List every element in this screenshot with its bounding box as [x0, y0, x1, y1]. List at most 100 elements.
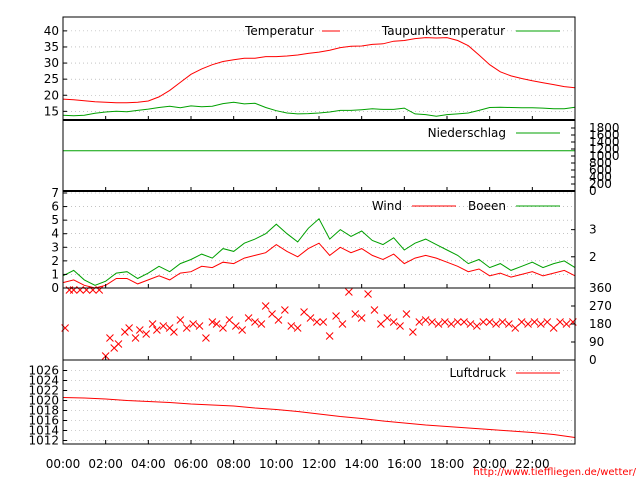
xtick-label-11: 22:00 — [515, 457, 550, 471]
wind-direction-marker — [306, 314, 315, 322]
wind-direction-marker — [396, 322, 404, 330]
legend-pressure: Luftdruck — [449, 366, 560, 380]
series-wind-wind — [62, 242, 576, 289]
wind-direction-marker — [441, 318, 449, 326]
wind-direction-marker — [479, 318, 488, 326]
wind-direction-marker — [131, 334, 140, 342]
wind-direction-marker — [114, 340, 123, 348]
wind-direction-marker — [251, 318, 259, 326]
wind-direction-marker — [225, 316, 234, 324]
ytick-right-label-wind-0: 2 — [589, 250, 597, 264]
ytick-label-pressure-0: 1012 — [28, 434, 59, 448]
series-temperature-temperatur — [62, 37, 576, 104]
ytick-right-label-precipitation-3: 600 — [589, 163, 612, 177]
wind-direction-marker — [485, 318, 494, 326]
ytick-right-label-precipitation-7: 1400 — [589, 135, 620, 149]
wind-direction-marker — [287, 322, 296, 330]
wind-direction-marker — [556, 318, 564, 326]
ytick-right-label-precipitation-9: 1800 — [589, 121, 620, 135]
wind-direction-marker — [511, 324, 520, 332]
wind-direction-marker — [505, 320, 513, 328]
legend-label-niederschlag: Niederschlag — [428, 126, 506, 140]
wind-direction-marker — [428, 318, 436, 326]
ytick-label-pressure-1: 1014 — [28, 424, 59, 438]
xtick-label-1: 02:00 — [88, 457, 123, 471]
series-wind-boeen — [62, 218, 576, 286]
wind-direction-marker — [364, 290, 372, 298]
xtick-label-9: 18:00 — [430, 457, 465, 471]
wind-direction-marker — [202, 334, 210, 342]
xtick-label-8: 16:00 — [387, 457, 422, 471]
ytick-right-label-precipitation-0: 0 — [589, 184, 597, 198]
series-pressure-luftdruck — [62, 397, 576, 438]
wind-direction-marker — [492, 320, 500, 328]
wind-direction-marker — [447, 320, 456, 328]
wind-direction-marker — [473, 322, 481, 330]
wind-direction-marker — [148, 320, 157, 328]
ytick-right-label-wind_direction-2: 180 — [589, 317, 612, 331]
legend-label-taupunkttemperatur: Taupunkttemperatur — [381, 24, 505, 38]
wind-direction-marker — [313, 318, 321, 326]
ytick-label-wind-0: 0 — [51, 281, 59, 295]
ytick-right-label-precipitation-1: 200 — [589, 177, 612, 191]
wind-direction-marker — [244, 314, 253, 322]
wind-direction-marker — [338, 320, 347, 328]
xtick-label-7: 14:00 — [344, 457, 379, 471]
ytick-right-label-precipitation-4: 800 — [589, 156, 612, 170]
wind-direction-marker — [231, 322, 240, 330]
xtick-label-0: 00:00 — [46, 457, 81, 471]
xtick-label-10: 20:00 — [472, 457, 507, 471]
ytick-label-pressure-4: 1020 — [28, 394, 59, 408]
legend-label-temperatur: Temperatur — [244, 24, 314, 38]
ytick-label-wind-1: 1 — [51, 267, 59, 281]
wind-direction-marker — [106, 334, 114, 342]
legend-precipitation: Niederschlag — [428, 126, 560, 140]
wind-direction-marker — [453, 318, 462, 326]
wind-direction-marker — [182, 324, 191, 332]
ytick-label-temperature-4: 35 — [44, 40, 59, 54]
wind-direction-marker — [274, 316, 283, 324]
xtick-label-5: 10:00 — [259, 457, 294, 471]
ytick-label-temperature-0: 15 — [44, 104, 59, 118]
series-temperature-taupunkttemperatur — [62, 101, 576, 117]
wind-direction-marker — [402, 310, 411, 318]
ytick-right-label-wind_direction-1: 90 — [589, 335, 604, 349]
wind-direction-marker — [300, 308, 308, 316]
wind-direction-marker — [195, 322, 204, 330]
wind-direction-marker — [189, 320, 197, 328]
xtick-label-2: 04:00 — [131, 457, 166, 471]
ytick-label-wind-3: 3 — [51, 240, 59, 254]
ytick-right-label-precipitation-6: 1200 — [589, 142, 620, 156]
legend-label-luftdruck: Luftdruck — [449, 366, 506, 380]
ytick-label-pressure-6: 1024 — [28, 374, 59, 388]
wind-direction-marker — [142, 330, 151, 338]
wind-direction-marker — [281, 306, 289, 314]
wind-direction-marker — [261, 302, 270, 310]
legend-wind: Wind Boeen — [372, 199, 560, 213]
ytick-label-wind-6: 6 — [51, 200, 59, 214]
wind-direction-marker — [268, 310, 276, 318]
wind-direction-marker — [434, 320, 443, 328]
wind-direction-marker — [383, 314, 392, 322]
wind-direction-marker — [332, 312, 340, 320]
ytick-label-pressure-5: 1022 — [28, 384, 59, 398]
ytick-label-pressure-3: 1018 — [28, 404, 59, 418]
ytick-label-wind-5: 5 — [51, 213, 59, 227]
legend-label-wind: Wind — [372, 199, 402, 213]
wind-direction-marker — [421, 316, 430, 324]
wind-direction-marker — [170, 328, 178, 336]
ytick-label-wind-4: 4 — [51, 227, 59, 241]
wind-direction-marker — [212, 320, 221, 328]
ytick-label-temperature-5: 40 — [44, 24, 59, 38]
wind-direction-marker — [325, 332, 334, 340]
wind-direction-marker — [176, 316, 185, 324]
ytick-label-temperature-2: 25 — [44, 72, 59, 86]
wind-direction-marker — [517, 318, 526, 326]
legend-temperature: Temperatur Taupunkttemperatur — [244, 24, 560, 38]
wind-direction-marker — [524, 320, 532, 328]
ytick-label-wind-7: 7 — [51, 186, 59, 200]
ytick-right-label-precipitation-5: 1000 — [589, 149, 620, 163]
ytick-label-pressure-2: 1016 — [28, 414, 59, 428]
wind-direction-marker — [125, 324, 133, 332]
ytick-label-wind-2: 2 — [51, 254, 59, 268]
